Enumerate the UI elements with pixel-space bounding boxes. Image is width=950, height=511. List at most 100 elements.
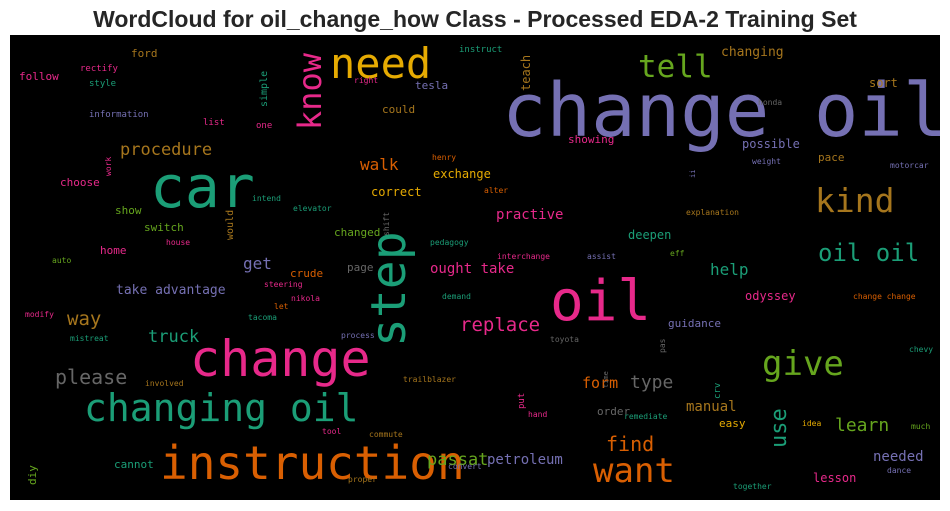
word-home: home — [100, 244, 127, 257]
word-diy: diy — [26, 465, 39, 485]
word-cannot: cannot — [114, 458, 154, 471]
word-motorcar: motorcar — [890, 161, 929, 170]
word-intend: intend — [252, 194, 281, 203]
word-needed: needed — [873, 449, 924, 465]
word-order: order — [597, 405, 630, 418]
word-find: find — [606, 432, 654, 456]
word-exchange: exchange — [433, 167, 491, 181]
word-could: could — [382, 103, 415, 116]
word-lesson: lesson — [813, 471, 856, 485]
word-trailblazer: trailblazer — [403, 375, 456, 384]
chart-title: WordCloud for oil_change_how Class - Pro… — [93, 6, 857, 32]
word-interchange: interchange — [497, 252, 550, 261]
word-tacoma: tacoma — [248, 313, 277, 322]
word-let: let — [274, 302, 289, 311]
word-demand: demand — [442, 292, 471, 301]
word-please: please — [55, 365, 127, 389]
word-guidance: guidance — [668, 317, 721, 330]
word-tesla: tesla — [415, 79, 448, 92]
word-change-change: change change — [853, 292, 916, 301]
word-passat: passat — [427, 450, 488, 470]
word-use: use — [767, 408, 792, 448]
word-tool: tool — [322, 427, 341, 436]
word-get: get — [243, 254, 272, 273]
word-work: work — [104, 157, 113, 176]
word-commute: commute — [369, 430, 403, 439]
word-process: process — [341, 331, 375, 340]
word-pedagogy: pedagogy — [430, 238, 469, 247]
cloud-background — [10, 35, 940, 500]
word-honda: honda — [758, 98, 782, 107]
word-tell: tell — [638, 49, 713, 85]
word-odyssey: odyssey — [745, 289, 796, 303]
word-instruction: instruction — [160, 436, 465, 490]
word-instruct: instruct — [459, 45, 502, 55]
word-time: time — [602, 371, 610, 388]
word-right: right — [354, 76, 378, 85]
word-simple: simple — [259, 71, 270, 107]
wordcloud: change oil oil car change instruction step nee… — [10, 35, 940, 500]
word-car: car — [150, 153, 255, 221]
word-idea: idea — [802, 419, 821, 428]
word-pace: pace — [818, 151, 845, 164]
word-chevy: chevy — [909, 345, 933, 354]
word-ought-take: ought take — [430, 261, 514, 277]
word-toyota: toyota — [550, 335, 579, 344]
word-way: way — [67, 308, 101, 330]
word-proper: proper — [348, 475, 377, 484]
word-mistreat: mistreat — [70, 334, 109, 343]
word-shift: shift — [382, 212, 391, 236]
word-involved: involved — [145, 379, 184, 388]
word-explanation: explanation — [686, 208, 739, 217]
word-oil-oil: oil oil — [818, 239, 919, 267]
word-steering: steering — [264, 280, 303, 289]
word-walk: walk — [360, 155, 399, 174]
word-manual: manual — [686, 399, 737, 415]
word-help: help — [710, 260, 749, 279]
word-weight: weight — [752, 157, 781, 166]
word-much: much — [911, 422, 930, 431]
word-together: together — [733, 482, 772, 491]
word-ii: ii — [689, 170, 697, 178]
word-nikola: nikola — [291, 294, 320, 303]
word-practive: practive — [496, 207, 563, 223]
word-would: would — [225, 210, 236, 240]
word-page: page — [347, 261, 374, 274]
word-information: information — [89, 110, 149, 120]
word-sort: sort — [869, 76, 898, 90]
word-list: list — [203, 118, 225, 128]
word-remediate: remediate — [624, 412, 668, 421]
word-rectify: rectify — [80, 64, 119, 74]
word-procedure: procedure — [120, 140, 212, 160]
word-possible: possible — [742, 137, 800, 151]
word-style: style — [89, 79, 116, 89]
word-switch: switch — [144, 221, 184, 234]
word-easy: easy — [719, 417, 746, 430]
word-learn: learn — [835, 415, 889, 436]
word-form: form — [582, 374, 618, 392]
word-need: need — [330, 39, 431, 88]
word-take-advantage: take advantage — [116, 283, 226, 298]
word-change: change — [190, 330, 371, 388]
word-petroleum: petroleum — [487, 452, 563, 468]
word-oil: oil — [550, 269, 651, 334]
word-replace: replace — [460, 314, 540, 336]
word-changed: changed — [334, 226, 380, 239]
word-assist: assist — [587, 252, 616, 261]
word-hand: hand — [528, 410, 547, 419]
word-choose: choose — [60, 176, 100, 189]
word-kind: kind — [815, 181, 894, 220]
word-show: show — [115, 204, 142, 217]
word-alter: alter — [484, 186, 508, 195]
word-changing: changing — [721, 45, 784, 60]
word-follow: follow — [19, 70, 59, 83]
word-correct: correct — [371, 185, 422, 199]
word-change-oil: change oil — [502, 68, 940, 154]
word-give: give — [762, 344, 844, 384]
word-know: know — [291, 52, 329, 130]
word-want: want — [593, 451, 675, 491]
word-deepen: deepen — [628, 228, 671, 242]
word-pas: pas — [658, 338, 667, 353]
word-convert: convert — [448, 462, 482, 471]
word-showing: showing — [568, 133, 614, 146]
